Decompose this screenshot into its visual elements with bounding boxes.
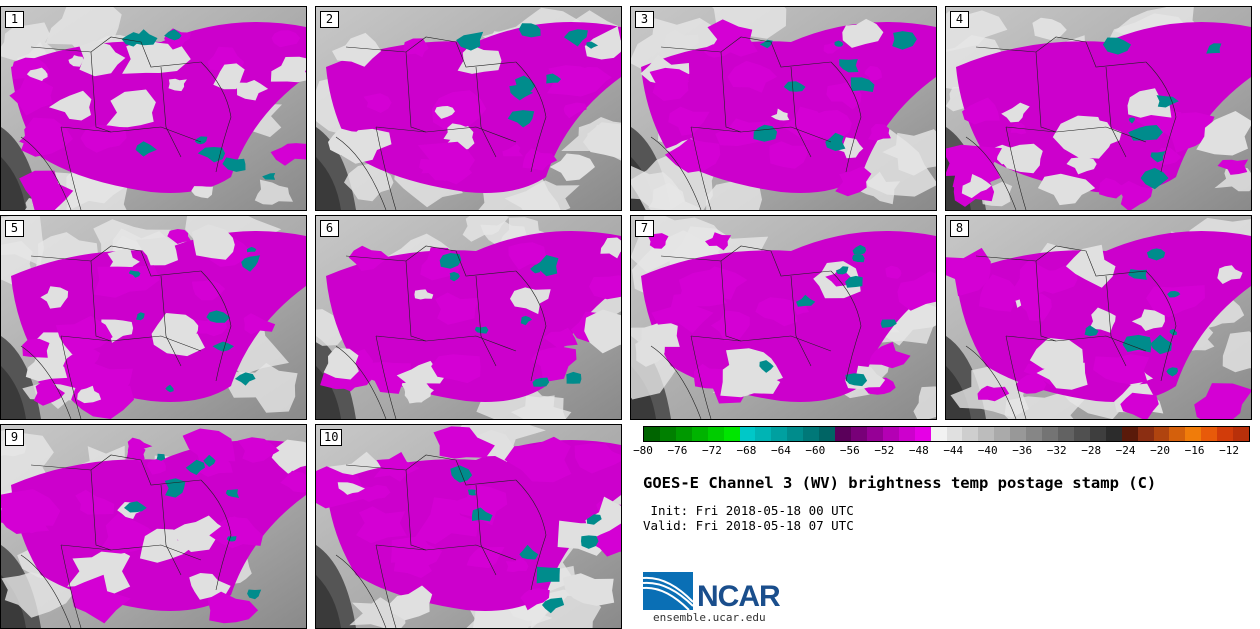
colorbar-segment [1042,427,1058,441]
colorbar-tick-label: −44 [943,444,964,457]
colorbar-segment [1010,427,1027,441]
colorbar-tick-label: −32 [1046,444,1067,457]
postage-stamp-panel: 3 [630,6,937,211]
postage-stamp-panel: 4 [945,6,1252,211]
colorbar-segment [1169,427,1186,441]
postage-stamp-panel: 10 [315,424,622,629]
colorbar-segment [1201,427,1218,441]
colorbar-tick-label: −68 [736,444,757,457]
postage-stamp-panel: 5 [0,215,307,420]
colorbar-segment [739,427,756,441]
panel-number: 9 [5,429,24,446]
colorbar-segment [1153,427,1170,441]
colorbar-segment [1121,427,1138,441]
colorbar-tick-label: −40 [977,444,998,457]
colorbar-segment [1233,427,1250,441]
colorbar-segment [691,427,708,441]
colorbar-segment [755,427,772,441]
colorbar-tick-label: −20 [1150,444,1171,457]
panel-number: 3 [635,11,654,28]
colorbar-tick-label: −16 [1184,444,1205,457]
panel-number: 5 [5,220,24,237]
postage-stamp-panel: 7 [630,215,937,420]
postage-stamp-panel: 9 [0,424,307,629]
colorbar-segment [787,427,804,441]
colorbar-tick-label: −28 [1081,444,1102,457]
colorbar-segment [1057,427,1074,441]
colorbar-segment [644,427,660,441]
colorbar-segment [914,427,931,441]
colorbar-segment [850,427,867,441]
colorbar-segment [803,427,820,441]
colorbar-segment [1217,427,1234,441]
panel-number: 7 [635,220,654,237]
valid-time: Valid: Fri 2018-05-18 07 UTC [643,518,854,533]
colorbar-segment [707,427,724,441]
colorbar [643,426,1250,442]
colorbar-tick-label: −24 [1115,444,1136,457]
colorbar-segment [978,427,995,441]
colorbar-tick-label: −64 [770,444,791,457]
colorbar-segment [1026,427,1043,441]
colorbar-segment [994,427,1011,441]
colorbar-tick-label: −60 [805,444,826,457]
panel-number: 2 [320,11,339,28]
colorbar-tick-label: −72 [702,444,722,457]
panel-number: 4 [950,11,969,28]
postage-stamp-panel: 8 [945,215,1252,420]
figure-title: GOES-E Channel 3 (WV) brightness temp po… [643,474,1157,492]
colorbar-tick-label: −80 [633,444,653,457]
colorbar-segment [659,427,676,441]
colorbar-segment [930,427,947,441]
colorbar-segment [835,427,851,441]
colorbar-segment [1105,427,1122,441]
postage-stamp-panel: 2 [315,6,622,211]
postage-stamp-panel: 6 [315,215,622,420]
colorbar-segment [1185,427,1202,441]
colorbar-tick-label: −76 [667,444,688,457]
colorbar-segment [898,427,915,441]
colorbar-tick-label: −52 [874,444,895,457]
colorbar-segment [675,427,692,441]
ncar-logo-icon [643,572,694,611]
colorbar-segment [723,427,740,441]
colorbar-segment [1137,427,1154,441]
colorbar-segment [1073,427,1090,441]
colorbar-tick-label: −36 [1012,444,1033,457]
colorbar-segment [882,427,899,441]
init-time: Init: Fri 2018-05-18 00 UTC [643,503,854,518]
panel-number: 6 [320,220,339,237]
colorbar-tick-label: −12 [1219,444,1239,457]
colorbar-tick-label: −56 [839,444,860,457]
colorbar-tick-labels: −80 −76 −72 −68 −64 −60 −56 −52 −48 −44 −40 −36 −32 −… [633,444,1248,458]
colorbar-segment [819,427,836,441]
colorbar-tick-label: −48 [908,444,929,457]
panel-number: 8 [950,220,969,237]
logo-text: NCAR [697,580,781,613]
colorbar-segment [866,427,883,441]
colorbar-segment [962,427,979,441]
site-url: ensemble.ucar.edu [653,611,766,624]
panel-number: 10 [320,429,343,446]
colorbar-segment [1089,427,1106,441]
panel-number: 1 [5,11,24,28]
colorbar-segment [946,427,963,441]
colorbar-segment [771,427,788,441]
postage-stamp-panel: 1 [0,6,307,211]
